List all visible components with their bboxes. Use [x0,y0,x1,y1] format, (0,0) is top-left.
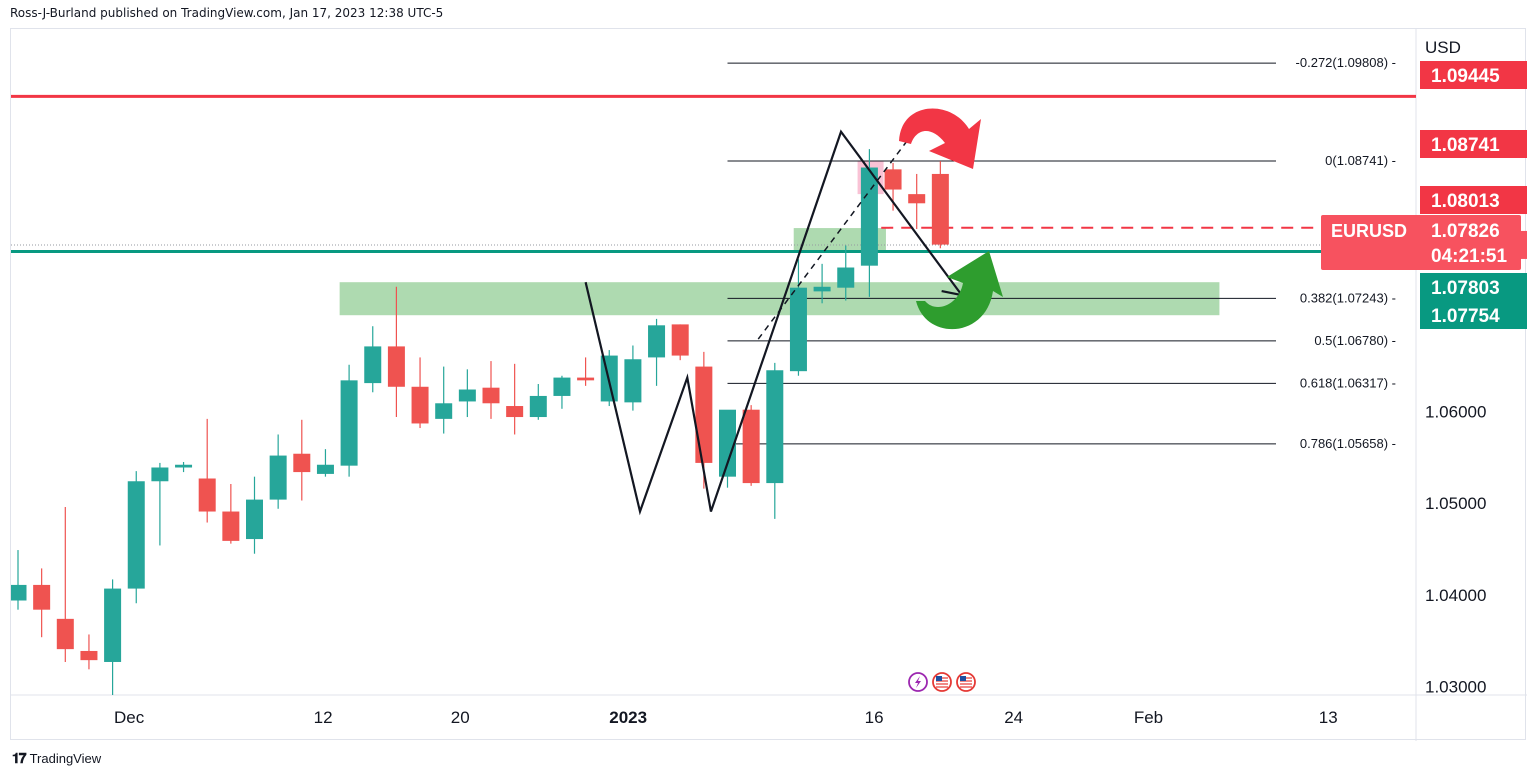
candle-body [269,455,287,500]
x-tick-label: 13 [1319,708,1338,727]
chart-pane[interactable]: -0.272(1.09808) - 0(1.08741) - 0.382(1.072… [10,28,1527,741]
candle-body [506,406,524,418]
pattern-path [584,129,963,516]
x-tick-label: 24 [1004,708,1023,727]
up-curved-arrow [916,251,1003,330]
publisher-header: Ross-J-Burland published on TradingView.… [10,6,444,20]
y-tick-label: 1.05000 [1425,494,1486,513]
symbol-label: EURUSD [1331,221,1407,241]
candle-body [695,366,713,463]
candle-body [529,395,547,418]
x-tick-label: 20 [451,708,470,727]
candle-body [908,194,926,204]
candle-body [387,346,405,387]
us-flag-icon [932,672,952,692]
candle-body [766,370,784,484]
x-tick-label: Dec [114,708,145,727]
down-curved-arrow [899,108,981,169]
tradingview-logo-icon[interactable]: 𝟏𝟕 [12,750,27,766]
fib-level-label: 0.786(1.05658) - [1300,436,1396,451]
chart-canvas[interactable]: -0.272(1.09808) - 0(1.08741) - 0.382(1.072… [11,29,1527,741]
price-label-text: 1.07803 [1431,278,1500,299]
candle-body [813,286,831,292]
candle-body [293,453,311,473]
candle-body [482,387,500,404]
up-curved-arrow-shape [916,251,1003,330]
x-tick-label: 12 [314,708,333,727]
price-label-text: 1.07754 [1431,306,1500,327]
us-flag-icon [956,672,976,692]
current-price-label: 1.07826 [1431,221,1500,242]
fib-level-label: -0.272(1.09808) - [1296,55,1396,70]
candle-body [648,325,666,358]
fib-level-label: 0.382(1.07243) - [1300,290,1396,305]
candle-body [742,409,760,484]
candle-body [364,346,382,384]
price-label-bg [1420,301,1527,329]
candle-body [860,167,878,266]
y-tick-label: 1.04000 [1425,586,1486,605]
price-label-bg [1420,186,1527,214]
price-label-1.08741: 1.08741 [1420,130,1527,158]
candle-body [671,324,689,356]
candle-body [127,481,145,589]
currency-label: USD [1425,38,1461,57]
candle-body [33,584,51,610]
fib-level-label: 0(1.08741) - [1325,153,1396,168]
candle-body [198,478,216,512]
candle-body [624,359,642,403]
candle-body [80,650,98,661]
y-tick-label: 1.06000 [1425,402,1486,421]
down-curved-arrow-shape [899,108,981,169]
candle-body [175,464,193,468]
candle-body [340,380,358,466]
symbol-badge [1321,215,1521,270]
candle-body [837,267,855,288]
x-tick-label: 2023 [609,708,647,727]
candle-body [222,511,240,541]
price-label-1.07754: 1.07754 [1420,301,1527,329]
price-label-bg [1420,61,1527,89]
price-label-bg [1420,130,1527,158]
price-label-bg [1420,273,1527,301]
price-label-1.09445: 1.09445 [1420,61,1527,89]
x-tick-label: Feb [1134,708,1163,727]
candle-body [11,584,27,601]
price-label-text: 1.09445 [1431,66,1500,87]
candle-body [884,169,902,190]
candle-body [931,173,949,245]
price-label-1.07803: 1.07803 [1420,273,1527,301]
candle-body [56,618,74,650]
candle-body [553,377,571,396]
candle-body [151,467,169,482]
us-flag-icon-canton [936,676,942,681]
candle-body [577,377,595,381]
price-label-text: 1.08741 [1431,135,1500,156]
candle-body [316,464,334,474]
footer: 𝟏𝟕 TradingView [12,750,101,767]
candle-body [246,499,263,540]
candle-body [411,386,429,424]
candle-body [789,287,807,372]
fib-level-label: 0.5(1.06780) - [1314,333,1396,348]
candle-body [435,403,453,419]
candle-body [458,389,476,402]
us-flag-icon-canton [960,676,966,681]
flash-event-icon-glyph [915,676,921,688]
countdown-label: 04:21:51 [1431,246,1507,267]
candle-body [104,588,122,662]
fib-level-label: 0.618(1.06317) - [1300,375,1396,390]
y-tick-label: 1.03000 [1425,678,1486,697]
candle-body [719,409,736,477]
price-label-1.08013: 1.08013 [1420,186,1527,214]
price-label-text: 1.08013 [1431,191,1500,212]
footer-brand[interactable]: TradingView [29,751,102,766]
x-tick-label: 16 [865,708,884,727]
